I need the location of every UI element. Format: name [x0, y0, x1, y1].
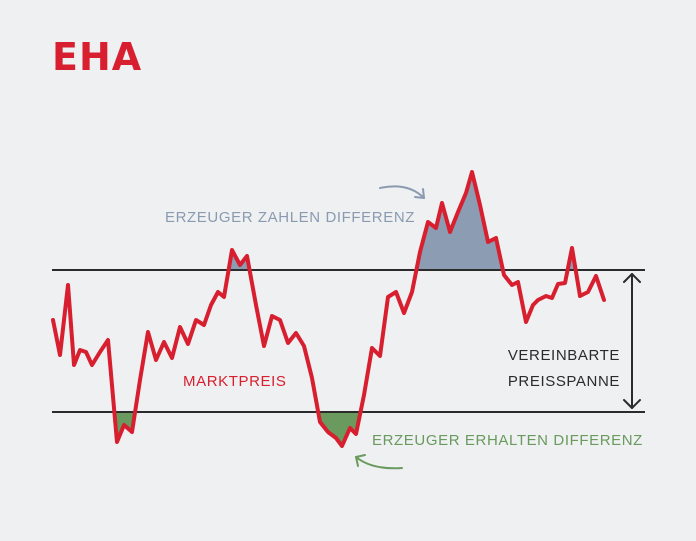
eha-logo: EHA	[52, 35, 142, 79]
market-price-line	[51, 170, 606, 448]
market-price-label: MARKTPREIS	[183, 373, 287, 390]
producers-receive-label: ERZEUGER ERHALTEN DIFFERENZ	[372, 432, 643, 449]
receive-curved-arrow	[355, 454, 403, 470]
producers-pay-label: ERZEUGER ZAHLEN DIFFERENZ	[165, 209, 415, 226]
price-range-double-arrow	[623, 273, 641, 409]
agreed-range-label-line1: VEREINBARTE	[508, 347, 620, 364]
producers-receive-area	[53, 412, 604, 446]
agreed-range-label-line2: PREISSPANNE	[508, 373, 620, 390]
pay-curved-arrow	[379, 185, 425, 199]
